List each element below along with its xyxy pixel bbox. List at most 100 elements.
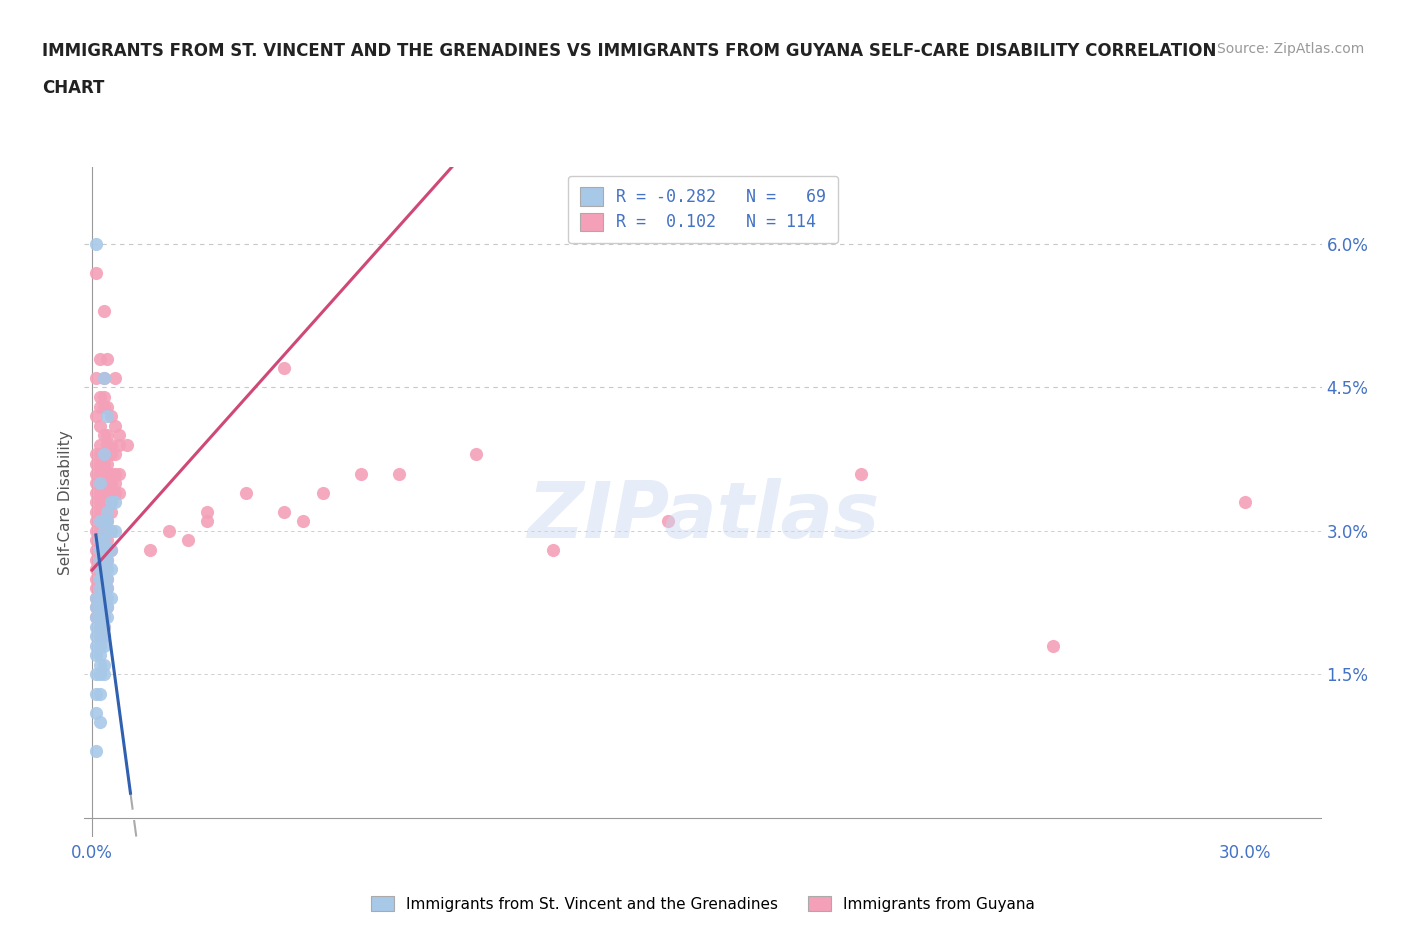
Point	[108, 437, 131, 452]
Point	[89, 629, 111, 644]
Point	[84, 475, 107, 490]
Point	[93, 658, 115, 672]
Point	[84, 370, 107, 385]
Point	[195, 514, 218, 529]
Point	[84, 600, 107, 615]
Point	[93, 475, 115, 490]
Point	[84, 619, 107, 634]
Legend: Immigrants from St. Vincent and the Grenadines, Immigrants from Guyana: Immigrants from St. Vincent and the Gren…	[364, 889, 1042, 918]
Point	[93, 466, 115, 481]
Point	[89, 562, 111, 577]
Point	[96, 552, 118, 567]
Point	[93, 609, 115, 624]
Point	[93, 629, 115, 644]
Point	[96, 475, 118, 490]
Point	[96, 408, 118, 423]
Point	[93, 447, 115, 462]
Point	[89, 457, 111, 472]
Point	[84, 552, 107, 567]
Point	[96, 600, 118, 615]
Point	[89, 542, 111, 557]
Point	[96, 581, 118, 596]
Point	[93, 591, 115, 605]
Point	[93, 447, 115, 462]
Point	[96, 485, 118, 500]
Point	[93, 399, 115, 414]
Point	[89, 475, 111, 490]
Point	[138, 542, 160, 557]
Point	[89, 609, 111, 624]
Point	[96, 581, 118, 596]
Point	[96, 533, 118, 548]
Point	[84, 447, 107, 462]
Point	[89, 600, 111, 615]
Point	[292, 514, 315, 529]
Point	[93, 495, 115, 510]
Point	[311, 485, 333, 500]
Point	[93, 571, 115, 586]
Point	[177, 533, 200, 548]
Point	[96, 571, 118, 586]
Point	[89, 638, 111, 653]
Point	[93, 619, 115, 634]
Point	[84, 591, 107, 605]
Point	[96, 399, 118, 414]
Point	[93, 303, 115, 318]
Point	[84, 542, 107, 557]
Point	[100, 466, 122, 481]
Point	[104, 370, 127, 385]
Point	[89, 609, 111, 624]
Point	[93, 524, 115, 538]
Point	[89, 619, 111, 634]
Point	[84, 667, 107, 682]
Point	[89, 466, 111, 481]
Point	[93, 609, 115, 624]
Point	[84, 648, 107, 663]
Point	[84, 265, 107, 280]
Point	[89, 475, 111, 490]
Y-axis label: Self-Care Disability: Self-Care Disability	[58, 430, 73, 575]
Point	[89, 571, 111, 586]
Point	[96, 514, 118, 529]
Point	[849, 466, 872, 481]
Point	[84, 236, 107, 251]
Point	[93, 600, 115, 615]
Point	[89, 658, 111, 672]
Point	[89, 514, 111, 529]
Point	[96, 609, 118, 624]
Point	[104, 447, 127, 462]
Point	[84, 581, 107, 596]
Point	[89, 715, 111, 730]
Point	[96, 457, 118, 472]
Point	[89, 514, 111, 529]
Point	[89, 390, 111, 405]
Point	[84, 485, 107, 500]
Point	[89, 418, 111, 433]
Point	[84, 609, 107, 624]
Text: Source: ZipAtlas.com: Source: ZipAtlas.com	[1216, 42, 1364, 56]
Point	[89, 542, 111, 557]
Point	[89, 648, 111, 663]
Point	[93, 457, 115, 472]
Point	[93, 533, 115, 548]
Point	[104, 495, 127, 510]
Point	[100, 591, 122, 605]
Point	[93, 591, 115, 605]
Point	[96, 542, 118, 557]
Point	[93, 542, 115, 557]
Point	[89, 619, 111, 634]
Point	[89, 581, 111, 596]
Point	[93, 638, 115, 653]
Point	[388, 466, 411, 481]
Point	[93, 514, 115, 529]
Point	[89, 562, 111, 577]
Point	[93, 428, 115, 443]
Point	[89, 629, 111, 644]
Point	[89, 600, 111, 615]
Point	[96, 600, 118, 615]
Point	[84, 571, 107, 586]
Point	[84, 408, 107, 423]
Point	[93, 542, 115, 557]
Point	[93, 562, 115, 577]
Point	[89, 504, 111, 519]
